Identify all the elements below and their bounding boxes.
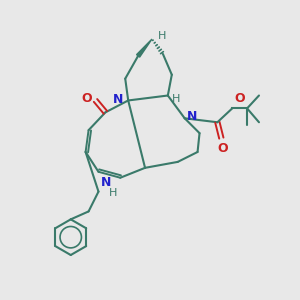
Text: O: O [81,92,92,105]
Text: N: N [100,176,111,189]
Text: N: N [187,110,197,123]
Text: H: H [108,188,117,198]
Text: N: N [113,93,123,106]
Text: O: O [217,142,228,155]
Text: H: H [158,31,166,41]
Text: H: H [172,94,180,104]
Polygon shape [136,39,152,57]
Text: O: O [234,92,245,105]
